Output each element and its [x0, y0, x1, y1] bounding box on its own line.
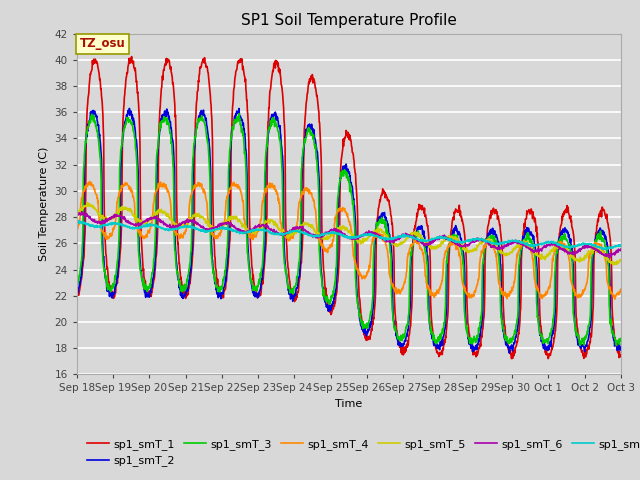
- sp1_smT_5: [383, 233, 390, 239]
- sp1_smT_2: [383, 222, 390, 228]
- sp1_smT_4: [73, 227, 81, 232]
- sp1_smT_4: [383, 246, 390, 252]
- Line: sp1_smT_5: sp1_smT_5: [77, 203, 621, 265]
- sp1_smT_4: [304, 187, 312, 193]
- sp1_smT_5: [316, 230, 323, 236]
- sp1_smT_6: [138, 220, 145, 226]
- sp1_smT_3: [304, 126, 312, 132]
- sp1_smT_4: [611, 296, 619, 302]
- sp1_smT_2: [115, 256, 123, 262]
- sp1_smT_3: [73, 280, 81, 286]
- sp1_smT_5: [73, 209, 81, 215]
- sp1_smT_7: [598, 247, 606, 252]
- sp1_smT_6: [78, 209, 86, 215]
- sp1_smT_6: [325, 229, 333, 235]
- sp1_smT_6: [304, 230, 312, 236]
- sp1_smT_4: [617, 287, 625, 292]
- sp1_smT_5: [304, 220, 312, 226]
- sp1_smT_4: [115, 192, 123, 198]
- sp1_smT_6: [73, 212, 81, 217]
- Line: sp1_smT_2: sp1_smT_2: [77, 108, 621, 353]
- sp1_smT_3: [617, 337, 625, 343]
- Line: sp1_smT_1: sp1_smT_1: [77, 57, 621, 359]
- Title: SP1 Soil Temperature Profile: SP1 Soil Temperature Profile: [241, 13, 457, 28]
- Line: sp1_smT_3: sp1_smT_3: [77, 114, 621, 346]
- sp1_smT_3: [137, 270, 145, 276]
- sp1_smT_1: [128, 54, 136, 60]
- sp1_smT_2: [316, 178, 323, 184]
- X-axis label: Time: Time: [335, 399, 362, 409]
- sp1_smT_1: [138, 237, 145, 243]
- sp1_smT_3: [325, 300, 333, 306]
- sp1_smT_2: [325, 304, 333, 310]
- sp1_smT_6: [617, 246, 625, 252]
- sp1_smT_1: [325, 304, 333, 310]
- sp1_smT_3: [316, 247, 323, 252]
- sp1_smT_6: [316, 232, 323, 238]
- sp1_smT_5: [83, 200, 91, 205]
- sp1_smT_2: [304, 122, 312, 128]
- sp1_smT_3: [576, 343, 584, 348]
- sp1_smT_4: [138, 232, 145, 238]
- sp1_smT_7: [75, 218, 83, 224]
- sp1_smT_7: [383, 236, 390, 242]
- sp1_smT_2: [125, 106, 133, 111]
- sp1_smT_1: [383, 194, 390, 200]
- sp1_smT_3: [115, 239, 123, 245]
- sp1_smT_1: [73, 289, 81, 295]
- sp1_smT_2: [506, 350, 513, 356]
- sp1_smT_7: [617, 242, 625, 248]
- sp1_smT_5: [138, 221, 145, 227]
- Line: sp1_smT_4: sp1_smT_4: [77, 181, 621, 299]
- sp1_smT_4: [86, 179, 93, 184]
- sp1_smT_3: [383, 226, 390, 232]
- Y-axis label: Soil Temperature (C): Soil Temperature (C): [39, 147, 49, 261]
- sp1_smT_7: [115, 221, 123, 227]
- sp1_smT_5: [325, 235, 333, 241]
- sp1_smT_1: [316, 120, 323, 125]
- sp1_smT_1: [304, 86, 312, 92]
- sp1_smT_4: [325, 245, 333, 251]
- sp1_smT_7: [325, 230, 333, 236]
- sp1_smT_6: [383, 239, 390, 245]
- sp1_smT_6: [605, 254, 612, 260]
- Line: sp1_smT_7: sp1_smT_7: [77, 221, 621, 250]
- sp1_smT_7: [138, 225, 145, 230]
- Legend: sp1_smT_1, sp1_smT_2, sp1_smT_3, sp1_smT_4, sp1_smT_5, sp1_smT_6, sp1_smT_7: sp1_smT_1, sp1_smT_2, sp1_smT_3, sp1_smT…: [83, 434, 640, 471]
- sp1_smT_2: [138, 268, 145, 274]
- sp1_smT_7: [316, 233, 323, 239]
- sp1_smT_2: [73, 291, 81, 297]
- sp1_smT_7: [73, 218, 81, 224]
- sp1_smT_5: [617, 258, 625, 264]
- sp1_smT_5: [609, 262, 617, 268]
- sp1_smT_5: [115, 206, 123, 212]
- sp1_smT_4: [316, 236, 323, 242]
- sp1_smT_6: [115, 213, 123, 218]
- sp1_smT_1: [617, 352, 625, 358]
- Text: TZ_osu: TZ_osu: [79, 37, 125, 50]
- sp1_smT_1: [508, 356, 515, 361]
- Line: sp1_smT_6: sp1_smT_6: [77, 212, 621, 257]
- sp1_smT_1: [115, 264, 123, 270]
- sp1_smT_2: [617, 345, 625, 350]
- sp1_smT_7: [304, 231, 312, 237]
- sp1_smT_3: [235, 111, 243, 117]
